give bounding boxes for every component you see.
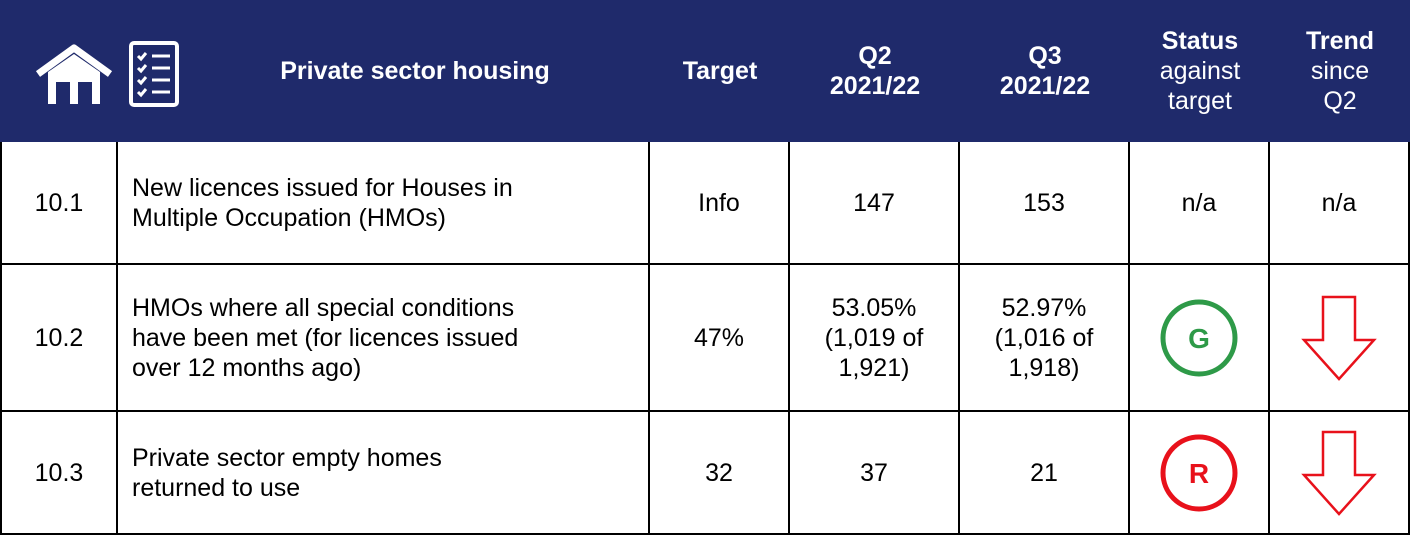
target: 32 (705, 458, 733, 487)
target: 47% (693, 323, 745, 352)
row-id: 10.2 (34, 323, 84, 352)
trend-cell (1270, 265, 1410, 412)
q2-line: 53.05% (831, 293, 917, 322)
row-id: 10.1 (34, 188, 84, 217)
header-line: against (1159, 57, 1241, 85)
header-line: since (1310, 57, 1370, 85)
q2-line: (1,019 of (824, 323, 924, 352)
trend-arrow (1301, 295, 1377, 381)
header-cell: Trend since Q2 (1270, 0, 1410, 142)
q2-line: 147 (853, 188, 895, 217)
q3-line: 52.97% (1001, 293, 1087, 322)
header-bold-line: Target (682, 57, 758, 85)
header-line: target (1168, 87, 1232, 115)
q2-line: 1,921) (838, 353, 910, 382)
q2-cell: 53.05% (1,019 of 1,921) (790, 265, 960, 412)
checklist-icon (129, 41, 179, 107)
id-cell: 10.3 (0, 412, 118, 535)
house-icon (35, 44, 113, 104)
status-cell: n/a (1130, 142, 1270, 265)
target-cell: 32 (650, 412, 790, 535)
header-line: Q2 (1323, 87, 1357, 115)
status-badge: G (1160, 299, 1238, 376)
description-cell: HMOs where all special conditions have be… (118, 265, 650, 412)
q2-cell: 147 (790, 142, 960, 265)
trend-cell (1270, 412, 1410, 535)
description-line: Private sector empty homes (132, 443, 442, 472)
id-cell: 10.2 (0, 265, 118, 412)
description-line: have been met (for licences issued (132, 323, 519, 352)
q3-line: 1,918) (1008, 353, 1080, 382)
header-bold-line: Q3 (1028, 42, 1062, 70)
description-line: over 12 months ago) (132, 353, 362, 382)
header-title: Private sector housing (180, 0, 650, 142)
q3-cell: 52.97% (1,016 of 1,918) (960, 265, 1130, 412)
header-cell: Target (650, 0, 790, 142)
status-cell: G (1130, 265, 1270, 412)
status-circle (1160, 299, 1238, 376)
description-cell: Private sector empty homes returned to us… (118, 412, 650, 535)
row-id: 10.3 (34, 458, 84, 487)
description-line: returned to use (132, 473, 301, 502)
header-cell: Status against target (1130, 0, 1270, 142)
arrow-down (1301, 430, 1377, 516)
description-cell: New licences issued for Houses in Multipl… (118, 142, 650, 265)
q2-line: 37 (860, 458, 888, 487)
status-badge: R (1160, 434, 1238, 511)
header-bold-line: Trend (1305, 27, 1375, 55)
status-circle (1160, 434, 1238, 511)
description-line: HMOs where all special conditions (132, 293, 515, 322)
q3-cell: 153 (960, 142, 1130, 265)
q3-line: 21 (1030, 458, 1058, 487)
status-text: G (1188, 323, 1210, 354)
q3-cell: 21 (960, 412, 1130, 535)
q3-line: (1,016 of (994, 323, 1094, 352)
description-line: New licences issued for Houses in (132, 173, 513, 202)
arrow-down (1301, 295, 1377, 381)
header-bold-line: Q2 (858, 42, 892, 70)
trend-text: n/a (1321, 188, 1357, 217)
status-text: n/a (1181, 188, 1217, 217)
header-bold-line: 2021/22 (829, 72, 921, 100)
header-bold-line: 2021/22 (999, 72, 1091, 100)
target-cell: 47% (650, 265, 790, 412)
status-text: R (1189, 458, 1209, 489)
header-cell: Q3 2021/22 (960, 0, 1130, 142)
description-line: Multiple Occupation (HMOs) (132, 203, 446, 232)
header-cell: Q2 2021/22 (790, 0, 960, 142)
id-cell: 10.1 (0, 142, 118, 265)
header-bold-line: Status (1161, 27, 1239, 55)
target-cell: Info (650, 142, 790, 265)
trend-cell: n/a (1270, 142, 1410, 265)
q3-line: 153 (1023, 188, 1065, 217)
q2-cell: 37 (790, 412, 960, 535)
status-cell: R (1130, 412, 1270, 535)
trend-arrow (1301, 430, 1377, 516)
target: Info (698, 188, 740, 217)
